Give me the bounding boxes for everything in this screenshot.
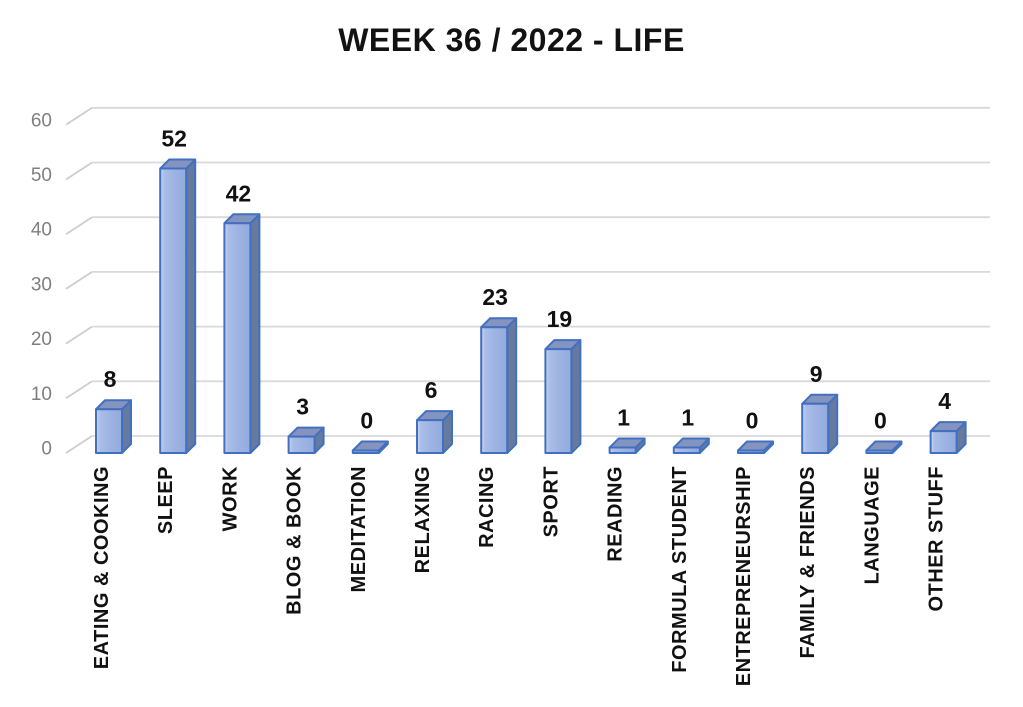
category-label-language: LANGUAGE bbox=[861, 466, 883, 584]
bar-front-face bbox=[287, 435, 316, 454]
y-axis-tick-label: 60 bbox=[31, 110, 52, 131]
bar-front-face bbox=[223, 222, 252, 454]
bar-value-label: 4 bbox=[938, 388, 951, 414]
bar-value-label: 9 bbox=[810, 361, 823, 387]
bar-entrepreneurship bbox=[737, 440, 774, 454]
bar-blog-book bbox=[287, 426, 325, 454]
bar-front-face bbox=[737, 449, 765, 454]
bar-sleep bbox=[159, 158, 197, 454]
bar-family-friends bbox=[801, 393, 839, 454]
bar-value-label: 6 bbox=[425, 377, 438, 403]
bar-relaxing bbox=[416, 410, 453, 454]
bar-value-label: 1 bbox=[681, 405, 694, 431]
y-axis-tick-label: 40 bbox=[31, 220, 52, 241]
y-axis-tick-label: 10 bbox=[31, 384, 52, 405]
bar-meditation bbox=[351, 440, 389, 454]
axis-depth-connector bbox=[65, 107, 93, 126]
bar-front-face bbox=[801, 402, 830, 454]
bar-reading bbox=[608, 437, 646, 454]
category-label-eating-cooking: EATING & COOKING bbox=[91, 466, 113, 669]
bar-front-face bbox=[608, 446, 637, 454]
category-label-sleep: SLEEP bbox=[155, 466, 177, 534]
category-label-family-friends: FAMILY & FRIENDS bbox=[797, 466, 819, 658]
bar-racing bbox=[480, 317, 518, 454]
category-label-work: WORK bbox=[219, 466, 241, 531]
bar-value-label: 0 bbox=[874, 408, 887, 434]
bar-front-face bbox=[351, 449, 380, 454]
bar-value-label: 52 bbox=[161, 126, 187, 152]
bar-work bbox=[223, 213, 261, 454]
category-label-sport: SPORT bbox=[540, 466, 562, 537]
category-label-racing: RACING bbox=[476, 466, 498, 548]
category-label-meditation: MEDITATION bbox=[348, 466, 370, 592]
axis-depth-connector bbox=[65, 161, 93, 181]
chart-title: WEEK 36 / 2022 - LIFE bbox=[338, 22, 685, 58]
bar-value-label: 42 bbox=[226, 180, 252, 206]
bar-sport bbox=[544, 339, 582, 455]
bar-value-label: 3 bbox=[296, 394, 309, 420]
y-axis-tick-label: 20 bbox=[31, 329, 52, 350]
y-axis-tick-label: 30 bbox=[31, 274, 52, 295]
bar-value-label: 8 bbox=[104, 366, 117, 392]
bar-front-face bbox=[159, 167, 188, 454]
bar-side-face bbox=[185, 158, 197, 454]
bar-front-face bbox=[672, 446, 701, 454]
bar-value-label: 23 bbox=[482, 284, 508, 310]
bar-formula-student bbox=[672, 437, 710, 454]
category-label-entrepreneurship: ENTREPRENEURSHIP bbox=[733, 466, 755, 686]
axis-depth-connector bbox=[65, 325, 93, 345]
category-label-formula-student: FORMULA STUDENT bbox=[669, 466, 691, 673]
bar-value-label: 1 bbox=[617, 405, 630, 431]
bar-front-face bbox=[95, 408, 123, 454]
axis-depth-connector bbox=[65, 216, 93, 235]
bar-side-face bbox=[506, 317, 518, 454]
category-label-reading: READING bbox=[605, 466, 627, 562]
bar-front-face bbox=[480, 326, 509, 454]
bar-front-face bbox=[416, 419, 444, 454]
axis-depth-connector bbox=[65, 435, 93, 454]
bar-language bbox=[865, 440, 903, 454]
bar-value-label: 0 bbox=[746, 408, 759, 434]
bar-value-label: 19 bbox=[547, 306, 573, 332]
bar-front-face bbox=[865, 449, 894, 454]
category-label-blog-book: BLOG & BOOK bbox=[284, 466, 306, 615]
bar-other-stuff bbox=[929, 421, 967, 454]
bar-eating-cooking bbox=[95, 399, 132, 454]
y-axis-tick-label: 0 bbox=[41, 439, 52, 460]
bar-value-label: 0 bbox=[360, 408, 373, 434]
bar-front-face bbox=[929, 430, 958, 454]
bar-side-face bbox=[570, 339, 582, 454]
axis-depth-connector bbox=[65, 271, 93, 290]
y-axis-tick-label: 50 bbox=[31, 165, 52, 186]
category-label-other-stuff: OTHER STUFF bbox=[926, 466, 948, 612]
bar-side-face bbox=[249, 213, 261, 454]
category-label-relaxing: RELAXING bbox=[412, 466, 434, 573]
bar-front-face bbox=[544, 348, 573, 455]
axis-depth-connector bbox=[65, 380, 93, 400]
